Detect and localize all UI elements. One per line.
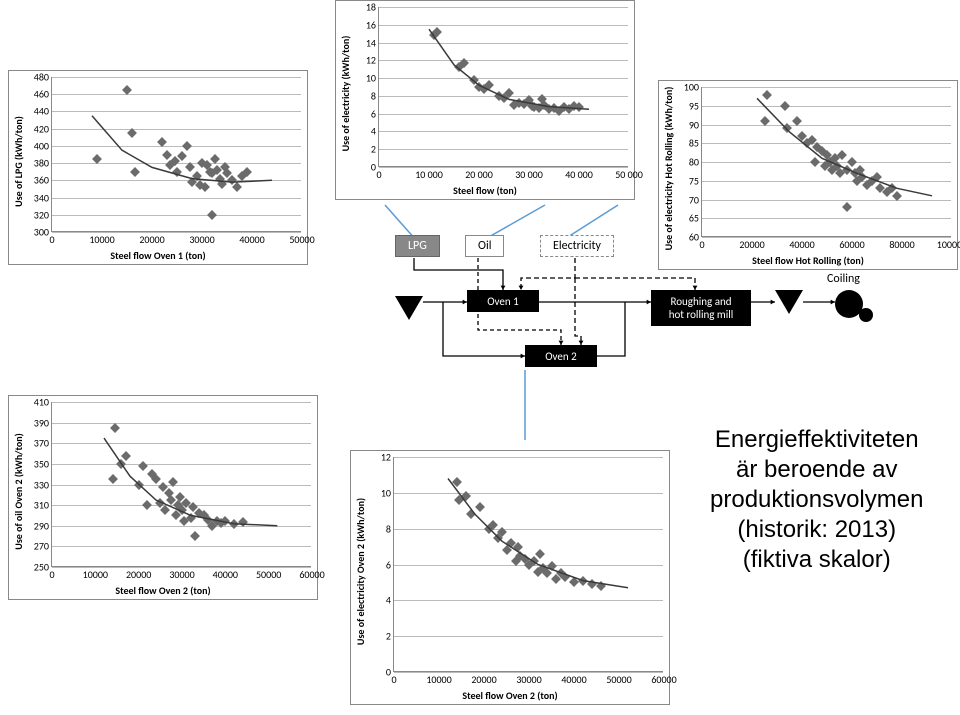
data-point [207,210,217,220]
coiling-icon [835,290,863,318]
data-point [574,102,584,112]
y-axis-label: Use of electricity Oven 2 (kWh/ton) [354,497,367,644]
chart-oil-oven2: 2502702903103303503703904100100002000030… [8,395,318,600]
data-point [138,461,148,471]
data-point [168,477,178,487]
data-point [162,150,172,160]
data-point [596,581,606,591]
data-point [810,157,820,167]
flow-box-roughing-mill: Roughing andhot rolling mill [651,290,751,326]
data-point [569,577,579,587]
data-point [134,480,144,490]
coiling-label: Coiling [827,272,860,286]
y-axis-label: Use of oil Oven 2 (kWh/ton) [12,433,25,549]
data-point [110,423,120,433]
data-point [587,579,597,589]
data-point [190,531,200,541]
data-point [466,509,476,519]
process-flow-diagram: Oven 1 Oven 2 Roughing andhot rolling mill… [395,290,895,410]
chart-electricity-oven2: 0246810120100002000030000400005000060000… [350,450,670,705]
annotation-text: Energieffektivitetenär beroende avproduk… [710,425,923,575]
data-point [121,451,131,461]
data-point [762,90,772,100]
flow-box-oven1: Oven 1 [467,290,539,312]
y-axis-label: Use of LPG (kWh/ton) [12,116,25,207]
energy-tag-lpg: LPG [395,235,440,257]
flow-input-icon [395,296,423,320]
data-point [182,141,192,151]
x-axis-label: Steel flow Oven 2 (ton) [115,584,210,597]
x-axis-label: Steel flow (ton) [453,184,517,197]
data-point [232,182,242,192]
data-point [452,477,462,487]
energy-tag-elec: Electricity [540,235,614,257]
chart-electricity-top: 024681012141618010 00020 00030 00040 000… [335,0,635,200]
data-point [842,202,852,212]
data-point [151,474,161,484]
data-point [535,549,545,559]
data-point [475,502,485,512]
data-point [780,101,790,111]
data-point [160,505,170,515]
data-point [229,519,239,529]
energy-tag-oil: Oil [465,235,504,257]
y-axis-label: Use of electricity (kWh/ton) [339,36,352,152]
flow-output-icon [775,290,803,314]
data-point [130,167,140,177]
x-axis-label: Steel flow Oven 1 (ton) [110,249,205,262]
chart-lpg: 3003203403603804004204404604800100002000… [8,70,308,265]
data-point [108,474,118,484]
data-point [847,157,857,167]
x-axis-label: Steel flow Oven 2 (ton) [462,689,557,702]
y-axis-label: Use of electricity Hot Rolling (kWh/ton) [662,87,675,251]
flow-box-oven2: Oven 2 [525,345,597,367]
data-point [142,500,152,510]
chart-hot-rolling: 6065707580859095100020000400006000080000… [658,80,958,270]
data-point [560,572,570,582]
data-point [172,167,182,177]
x-axis-label: Steel flow Hot Rolling (ton) [752,254,864,267]
